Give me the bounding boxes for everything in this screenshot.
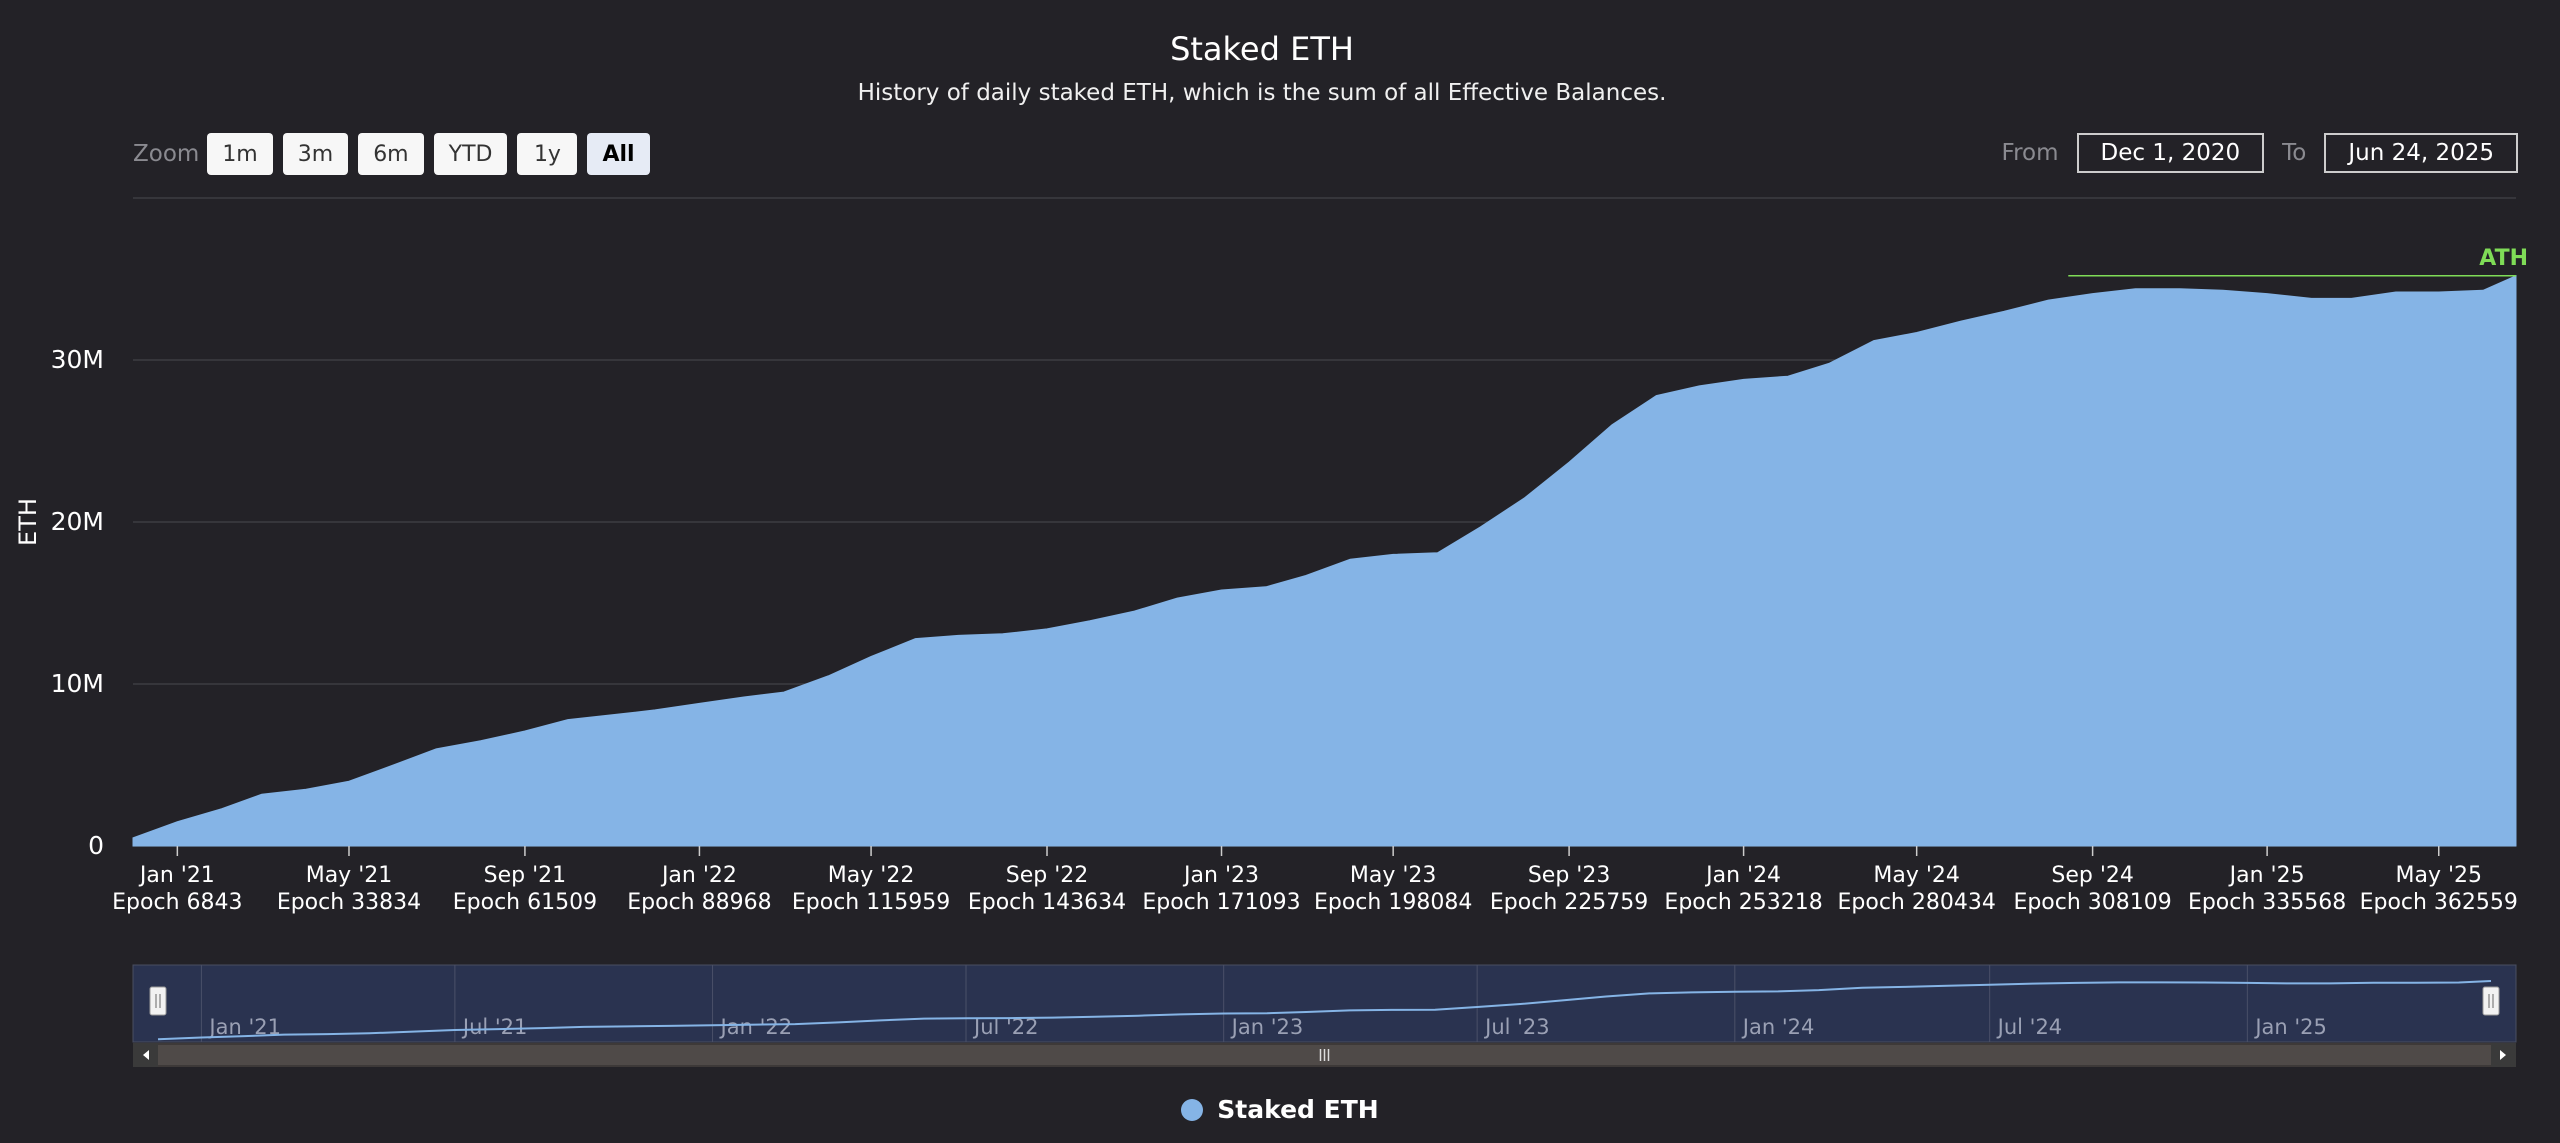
x-tick-epoch: Epoch 115959 (792, 890, 950, 915)
x-tick-epoch: Epoch 308109 (2013, 890, 2171, 915)
date-range: From Dec 1, 2020 To Jun 24, 2025 (1984, 133, 2518, 173)
navigator-label: Jul '23 (1483, 1015, 1550, 1039)
x-tick-date: Sep '24 (2051, 863, 2134, 888)
legend-marker (1181, 1098, 1204, 1121)
x-tick-date: Jan '22 (660, 863, 737, 888)
x-tick-epoch: Epoch 280434 (1838, 890, 1996, 915)
zoom-3m-button[interactable]: 3m (282, 133, 349, 175)
navigator-label: Jan '22 (719, 1015, 793, 1039)
x-tick-epoch: Epoch 362559 (2360, 890, 2518, 915)
from-date-input[interactable]: Dec 1, 2020 (2076, 133, 2265, 173)
x-tick-date: May '21 (306, 863, 393, 888)
to-date-input[interactable]: Jun 24, 2025 (2324, 133, 2518, 173)
y-tick-label: 10M (51, 669, 104, 698)
navigator-label: Jan '24 (1741, 1015, 1815, 1039)
ath-label: ATH (2479, 246, 2528, 271)
arrow-right-icon (2500, 1050, 2506, 1060)
navigator-series-line (157, 980, 2492, 1041)
to-label: To (2282, 140, 2307, 166)
zoom-all-button[interactable]: All (587, 133, 650, 175)
navigator-label: Jul '21 (461, 1015, 528, 1039)
x-tick-epoch: Epoch 33834 (277, 890, 421, 915)
from-label: From (2001, 140, 2059, 166)
x-tick-epoch: Epoch 61509 (453, 890, 597, 915)
y-tick-label: 30M (51, 345, 104, 374)
y-tick-label: 20M (51, 507, 104, 536)
x-tick-date: Sep '22 (1006, 863, 1089, 888)
staked-eth-area (132, 275, 2517, 847)
navigator-label: Jul '24 (1996, 1015, 2063, 1039)
x-tick-epoch: Epoch 88968 (627, 890, 771, 915)
x-tick-epoch: Epoch 253218 (1664, 890, 1822, 915)
x-tick-epoch: Epoch 6843 (112, 890, 242, 915)
zoom-controls: Zoom 1m 3m 6m YTD 1y All (133, 133, 660, 175)
x-tick-date: Sep '21 (484, 863, 567, 888)
x-tick-date: Jan '23 (1182, 863, 1259, 888)
x-tick-epoch: Epoch 143634 (968, 890, 1126, 915)
zoom-label: Zoom (133, 141, 200, 167)
zoom-1m-button[interactable]: 1m (207, 133, 273, 175)
x-tick-epoch: Epoch 335568 (2188, 890, 2346, 915)
zoom-ytd-button[interactable]: YTD (433, 133, 508, 175)
x-tick-epoch: Epoch 171093 (1142, 890, 1300, 915)
x-tick-date: May '23 (1350, 863, 1437, 888)
x-tick-date: Jan '24 (1704, 863, 1781, 888)
navigator-left-handle[interactable] (149, 986, 167, 1016)
chart-title: Staked ETH (1170, 30, 1354, 68)
x-tick-date: Jan '21 (138, 863, 215, 888)
x-tick-epoch: Epoch 198084 (1314, 890, 1472, 915)
x-tick-date: May '24 (1873, 863, 1960, 888)
y-axis-title: ETH (14, 498, 42, 546)
x-tick-date: Jan '25 (2228, 863, 2305, 888)
x-tick-date: Sep '23 (1528, 863, 1611, 888)
x-tick-epoch: Epoch 225759 (1490, 890, 1648, 915)
x-tick-date: May '25 (2395, 863, 2482, 888)
x-tick-date: May '22 (828, 863, 915, 888)
arrow-left-icon (143, 1050, 149, 1060)
legend-label: Staked ETH (1217, 1095, 1379, 1124)
zoom-1y-button[interactable]: 1y (517, 133, 578, 175)
legend[interactable]: Staked ETH (0, 1095, 2560, 1124)
navigator-label: Jan '25 (2253, 1015, 2327, 1039)
y-tick-label: 0 (88, 831, 104, 860)
navigator-label: Jan '23 (1230, 1015, 1304, 1039)
navigator-right-handle[interactable] (2482, 986, 2500, 1016)
zoom-6m-button[interactable]: 6m (358, 133, 424, 175)
chart-subtitle: History of daily staked ETH, which is th… (857, 80, 1667, 106)
